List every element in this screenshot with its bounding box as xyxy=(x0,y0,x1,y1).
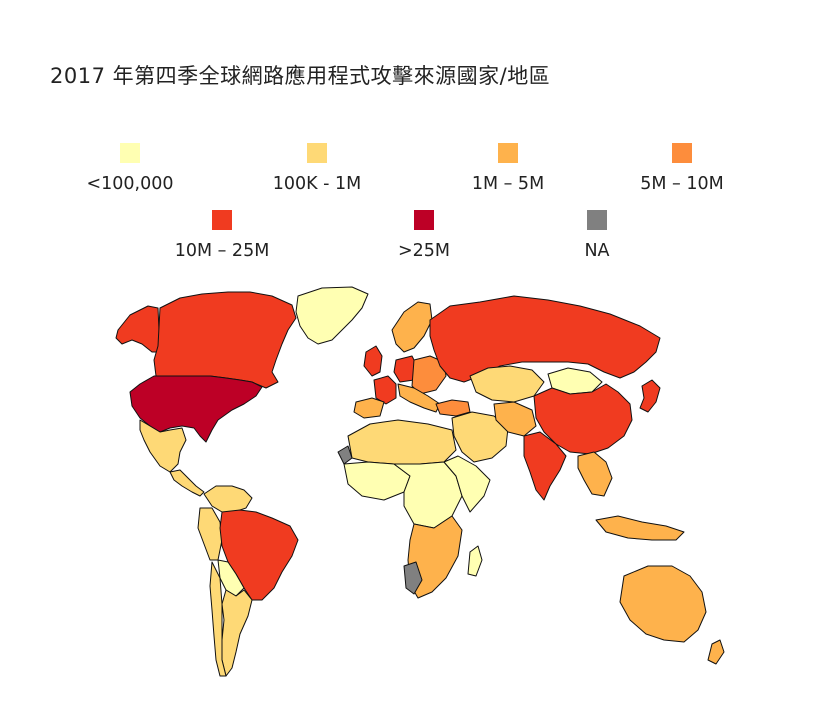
legend-label-10m-25m: 10M – 25M xyxy=(174,241,270,261)
region-southeast-asia xyxy=(577,451,613,497)
legend-label-na: NA xyxy=(584,241,610,261)
legend-swatch-100k-1m xyxy=(307,143,327,163)
legend-label-gt-25m: >25M xyxy=(397,241,451,261)
region-kazakhstan xyxy=(469,365,545,403)
legend-item-na: NA xyxy=(512,210,682,261)
region-iberia xyxy=(353,397,385,419)
region-canada xyxy=(153,291,297,389)
region-india xyxy=(523,431,567,501)
legend-item-1m-5m: 1M – 5M xyxy=(423,143,593,194)
region-madagascar xyxy=(467,545,483,577)
region-italy-balkans xyxy=(397,383,441,413)
region-peru-andes xyxy=(197,507,223,561)
legend-swatch-1m-5m xyxy=(498,143,518,163)
region-east-africa xyxy=(443,455,491,513)
legend-label-lt-100k: <100,000 xyxy=(86,174,174,194)
region-iran-central-asia xyxy=(493,401,537,437)
region-united-kingdom xyxy=(363,345,383,377)
region-colombia-venezuela xyxy=(203,485,253,513)
region-new-zealand xyxy=(707,639,725,665)
legend-label-1m-5m: 1M – 5M xyxy=(471,174,545,194)
legend-item-5m-10m: 5M – 10M xyxy=(597,143,767,194)
region-alaska xyxy=(115,305,161,353)
region-turkey xyxy=(435,399,471,417)
legend-label-100k-1m: 100K - 1M xyxy=(272,174,362,194)
region-north-africa xyxy=(347,419,457,465)
legend-item-gt-25m: >25M xyxy=(339,210,509,261)
region-namibia xyxy=(403,561,423,595)
region-france xyxy=(373,375,397,405)
legend-item-10m-25m: 10M – 25M xyxy=(137,210,307,261)
region-bolivia-paraguay xyxy=(217,559,245,597)
legend-item-lt-100k: <100,000 xyxy=(45,143,215,194)
legend-swatch-na xyxy=(587,210,607,230)
region-australia xyxy=(619,565,707,643)
map-title: 2017 年第四季全球網路應用程式攻擊來源國家/地區 xyxy=(50,64,551,88)
legend-swatch-5m-10m xyxy=(672,143,692,163)
region-brazil xyxy=(219,509,299,601)
legend-item-100k-1m: 100K - 1M xyxy=(232,143,402,194)
legend-swatch-gt-25m xyxy=(414,210,434,230)
legend-swatch-lt-100k xyxy=(120,143,140,163)
region-mexico xyxy=(139,419,187,473)
region-greenland xyxy=(295,286,369,345)
region-united-states xyxy=(129,375,263,443)
region-china xyxy=(533,383,633,455)
legend-label-5m-10m: 5M – 10M xyxy=(640,174,724,194)
region-scandinavia xyxy=(391,301,433,353)
region-central-america xyxy=(169,469,205,497)
region-indonesia xyxy=(595,515,685,541)
region-russia xyxy=(429,295,661,383)
region-japan xyxy=(639,379,661,413)
region-chile xyxy=(209,561,227,677)
region-middle-east xyxy=(451,411,509,463)
region-argentina xyxy=(221,589,253,677)
legend-swatch-10m-25m xyxy=(212,210,232,230)
